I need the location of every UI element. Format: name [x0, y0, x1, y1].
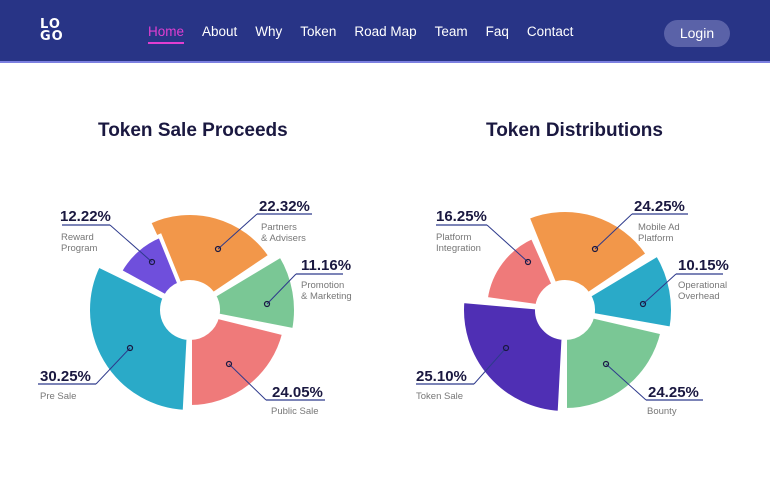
slice-marker-dot — [591, 245, 599, 253]
logo[interactable]: LO GO — [40, 17, 64, 44]
slice-value-label: 30.25% — [40, 368, 91, 385]
slice-value-label: 22.32% — [259, 198, 310, 215]
slice-marker-dot — [524, 258, 532, 266]
slice-value-label: 12.22% — [60, 208, 111, 225]
chart-title-distributions: Token Distributions — [486, 120, 663, 141]
nav-why[interactable]: Why — [255, 24, 283, 39]
leader-line — [217, 213, 258, 250]
slice-marker-dot — [263, 300, 271, 308]
nav-team[interactable]: Team — [434, 24, 468, 39]
slice-value-label: 24.25% — [648, 384, 699, 401]
slice-name-label: Pre Sale — [40, 391, 76, 402]
slice-marker-dot — [225, 360, 233, 368]
slice-value-label: 10.15% — [678, 257, 729, 274]
slice-name-label: Promotion — [301, 280, 344, 291]
slice-marker-dot — [639, 300, 647, 308]
slice-name-label: Platform — [638, 233, 673, 244]
slice-name-label: Partners — [261, 222, 297, 233]
pie-center-hole — [536, 281, 594, 339]
nav-road-map[interactable]: Road Map — [354, 24, 417, 39]
top-navbar: LO GO Home About Why Token Road Map Team … — [0, 0, 770, 63]
leader-line — [109, 224, 153, 263]
leader-line — [486, 224, 529, 263]
slice-name-label: Reward — [61, 232, 94, 243]
nav-token[interactable]: Token — [300, 24, 337, 39]
slice-name-label: Bounty — [647, 406, 677, 417]
slice-marker-dot — [602, 360, 610, 368]
leader-line — [228, 363, 267, 401]
nav-home[interactable]: Home — [148, 24, 185, 44]
slice-marker-dot — [502, 344, 510, 352]
slice-name-label: Token Sale — [416, 391, 463, 402]
slice-marker-dot — [126, 344, 134, 352]
slice-value-label: 24.25% — [634, 198, 685, 215]
leader-line — [605, 363, 647, 401]
nav-faq[interactable]: Faq — [485, 24, 509, 39]
leader-line — [95, 347, 131, 385]
slice-marker-dot — [148, 258, 156, 266]
slice-name-label: & Advisers — [261, 233, 306, 244]
leader-line — [642, 273, 677, 305]
nav-about[interactable]: About — [202, 24, 238, 39]
login-button[interactable]: Login — [664, 20, 730, 47]
nav-contact[interactable]: Contact — [526, 24, 574, 39]
leader-line — [594, 213, 633, 250]
slice-name-label: Integration — [436, 243, 481, 254]
slice-value-label: 16.25% — [436, 208, 487, 225]
nav-menu: Home About Why Token Road Map Team Faq C… — [148, 24, 591, 44]
pie-center-hole — [161, 281, 219, 339]
slice-name-label: Platform — [436, 232, 471, 243]
slice-name-label: Mobile Ad — [638, 222, 680, 233]
slice-marker-dot — [214, 245, 222, 253]
slice-name-label: & Marketing — [301, 291, 352, 302]
slice-name-label: Program — [61, 243, 98, 254]
slice-name-label: Public Sale — [271, 406, 319, 417]
slice-name-label: Operational — [678, 280, 727, 291]
chart-title-sale-proceeds: Token Sale Proceeds — [98, 120, 288, 141]
slice-value-label: 24.05% — [272, 384, 323, 401]
slice-name-label: Overhead — [678, 291, 720, 302]
slice-value-label: 11.16% — [301, 257, 351, 274]
leader-line — [266, 273, 297, 305]
slice-value-label: 25.10% — [416, 368, 467, 385]
leader-line — [473, 347, 507, 385]
